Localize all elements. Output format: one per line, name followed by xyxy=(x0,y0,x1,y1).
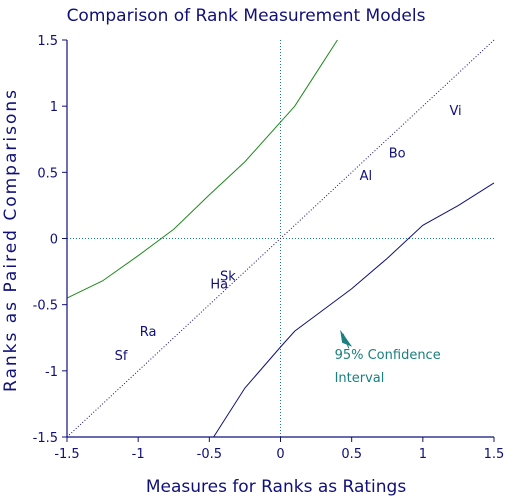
x-tick-label: 0 xyxy=(276,447,284,462)
x-axis-label: Measures for Ranks as Ratings xyxy=(146,477,407,497)
point-label: Vi xyxy=(449,104,461,119)
y-tick-label: 0 xyxy=(50,233,58,248)
lower-confidence-curve xyxy=(213,182,495,438)
annotation: 95% Confidence Interval xyxy=(335,329,441,386)
curves xyxy=(66,39,495,438)
y-tick-label: 1.5 xyxy=(37,34,58,49)
point-label: Ha xyxy=(210,277,228,292)
annotation-text: 95% Confidence xyxy=(335,348,441,363)
y-axis-label: Ranks as Paired Comparisons xyxy=(1,88,21,392)
point-label: Ra xyxy=(140,325,157,340)
x-axis-ticks: -1.5 -1 -0.5 0 0.5 1 1.5 xyxy=(54,437,504,462)
point-label: Al xyxy=(360,169,373,184)
annotation-text: Interval xyxy=(335,371,385,386)
y-tick-label: -1.5 xyxy=(33,431,58,446)
x-tick-label: -1.5 xyxy=(54,447,79,462)
chart-title: Comparison of Rank Measurement Models xyxy=(67,6,426,26)
y-tick-label: -0.5 xyxy=(33,299,58,314)
identity-line xyxy=(66,39,495,438)
annotation-arrow-head xyxy=(340,329,353,347)
point-label: Bo xyxy=(389,146,406,161)
y-tick-label: 1 xyxy=(50,100,58,115)
upper-confidence-curve xyxy=(66,39,338,299)
x-tick-label: -1 xyxy=(132,447,145,462)
x-tick-label: 1.5 xyxy=(484,447,505,462)
y-tick-label: -1 xyxy=(45,365,58,380)
y-axis-ticks: 1.5 1 0.5 0 -0.5 -1 -1.5 xyxy=(33,34,67,446)
x-tick-label: 0.5 xyxy=(341,447,362,462)
y-tick-label: 0.5 xyxy=(37,166,58,181)
x-tick-label: -0.5 xyxy=(197,447,222,462)
x-tick-label: 1 xyxy=(419,447,427,462)
point-label: Sf xyxy=(115,349,128,364)
point-label: Sk xyxy=(220,270,236,285)
